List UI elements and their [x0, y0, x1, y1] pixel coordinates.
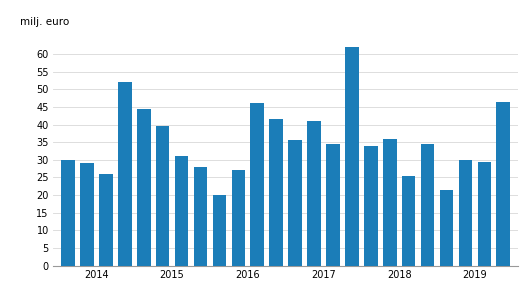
Bar	[307, 121, 321, 266]
Bar	[364, 146, 378, 266]
Bar	[250, 103, 264, 266]
Bar	[459, 160, 472, 266]
Bar	[269, 119, 283, 266]
Bar	[175, 156, 188, 266]
Bar	[213, 195, 226, 266]
Bar	[326, 144, 340, 266]
Bar	[80, 163, 94, 266]
Bar	[61, 160, 75, 266]
Bar	[118, 82, 132, 266]
Bar	[194, 167, 207, 266]
Bar	[345, 47, 359, 266]
Bar	[137, 109, 151, 266]
Bar	[99, 174, 113, 266]
Bar	[402, 176, 415, 266]
Bar	[232, 170, 245, 266]
Bar	[421, 144, 434, 266]
Bar	[497, 101, 510, 266]
Bar	[288, 140, 302, 266]
Bar	[478, 162, 491, 266]
Bar	[383, 139, 397, 266]
Bar	[156, 126, 169, 266]
Bar	[440, 190, 453, 266]
Text: milj. euro: milj. euro	[20, 17, 70, 27]
